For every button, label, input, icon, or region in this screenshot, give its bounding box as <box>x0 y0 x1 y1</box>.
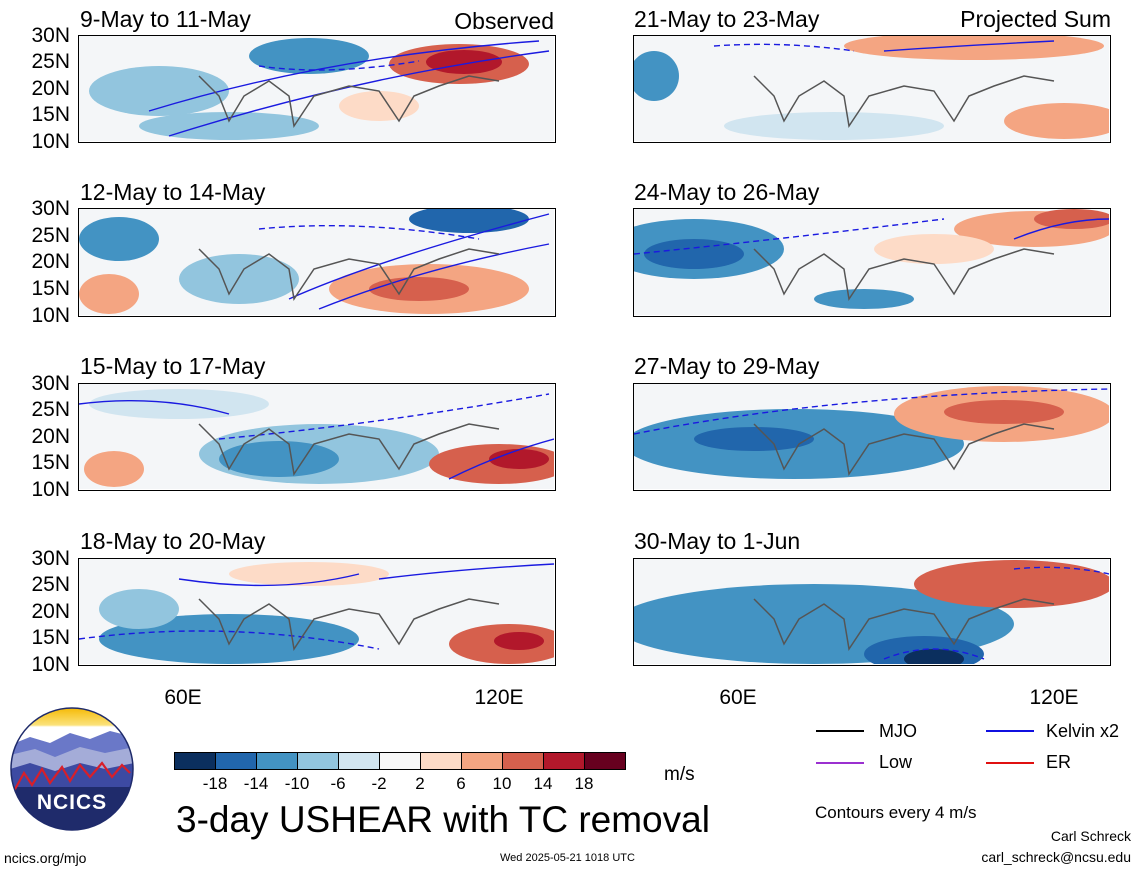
colorbar-tick-label: 18 <box>574 774 594 793</box>
legend-label-low: Low <box>879 752 913 772</box>
footer-timestamp: Wed 2025-05-21 1018 UTC <box>500 852 635 864</box>
lat-label: 15N <box>31 451 70 474</box>
observed-label: Observed <box>454 8 554 34</box>
colorbar-swatch <box>585 753 625 769</box>
colorbar-tick-label: 6 <box>456 774 466 793</box>
colorbar-tick-label: 10 <box>492 774 512 793</box>
colorbar-tick-label: 2 <box>415 774 425 793</box>
projected-sum-label: Projected Sum <box>960 6 1111 32</box>
legend-swatch-mjo <box>816 730 864 732</box>
main-title: 3-day USHEAR with TC removal <box>176 799 710 840</box>
panel-title-2: 12-May to 14-May <box>80 179 266 205</box>
colorbar-tick-label: -18 <box>202 774 228 793</box>
lon-label: 120E <box>1029 686 1079 709</box>
ncics-logo: NCICS <box>10 707 134 831</box>
legend-swatch-er <box>986 762 1034 764</box>
contours-note: Contours every 4 m/s <box>815 803 977 822</box>
colorbar-units: m/s <box>664 764 695 785</box>
panel-title-5: 21-May to 23-May <box>634 6 820 32</box>
colorbar-swatch <box>421 753 462 769</box>
shear-field-6 <box>634 209 1109 315</box>
legend-label-er: ER <box>1046 752 1072 772</box>
colorbar-tick-label: -14 <box>243 774 269 793</box>
colorbar-swatch <box>257 753 298 769</box>
footer-url: ncics.org/mjo <box>4 850 87 866</box>
legend-label-kelvin: Kelvin x2 <box>1046 721 1120 741</box>
lat-label: 25N <box>31 398 70 421</box>
map-panel-5 <box>633 35 1111 143</box>
lat-label: 10N <box>31 478 70 501</box>
shear-field-4 <box>79 559 554 664</box>
map-panel-8 <box>633 558 1111 666</box>
colorbar-swatch <box>544 753 585 769</box>
colorbar <box>174 752 626 770</box>
map-panel-6 <box>633 208 1111 317</box>
colorbar-tick-label: -10 <box>284 774 310 793</box>
logo-text: NCICS <box>36 791 108 814</box>
lon-label: 60E <box>164 686 202 709</box>
lat-label: 25N <box>31 224 70 247</box>
lat-label: 10N <box>31 130 70 153</box>
shear-field-1 <box>79 36 554 141</box>
colorbar-tick-label: 14 <box>533 774 553 793</box>
colorbar-swatch <box>175 753 216 769</box>
shear-field-2 <box>79 209 554 315</box>
lat-label: 15N <box>31 277 70 300</box>
colorbar-tick-label: -6 <box>330 774 346 793</box>
map-panel-1 <box>78 35 556 143</box>
lat-label: 15N <box>31 103 70 126</box>
colorbar-swatch <box>298 753 339 769</box>
lat-label: 30N <box>31 547 70 570</box>
lat-label: 20N <box>31 600 70 623</box>
colorbar-swatch <box>216 753 257 769</box>
footer-email: carl_schreck@ncsu.edu <box>981 849 1131 865</box>
map-panel-2 <box>78 208 556 317</box>
colorbar-swatch <box>503 753 544 769</box>
lat-label: 30N <box>31 197 70 220</box>
colorbar-swatch <box>339 753 380 769</box>
lat-label: 15N <box>31 626 70 649</box>
panel-title-6: 24-May to 26-May <box>634 179 820 205</box>
panel-title-3: 15-May to 17-May <box>80 353 266 379</box>
map-panel-4 <box>78 558 556 666</box>
legend-swatch-low <box>816 762 864 764</box>
lat-label: 10N <box>31 653 70 676</box>
shear-field-8 <box>634 559 1109 664</box>
map-panel-7 <box>633 383 1111 491</box>
colorbar-tick-label: -2 <box>371 774 387 793</box>
legend-swatch-kelvin <box>986 730 1034 732</box>
shear-field-3 <box>79 384 554 489</box>
lat-label: 10N <box>31 304 70 327</box>
panel-title-1: 9-May to 11-May <box>80 6 251 32</box>
lat-label: 20N <box>31 77 70 100</box>
lat-label: 25N <box>31 573 70 596</box>
colorbar-swatch <box>462 753 503 769</box>
lat-label: 30N <box>31 24 70 47</box>
panel-title-7: 27-May to 29-May <box>634 353 820 379</box>
panel-title-4: 18-May to 20-May <box>80 528 266 554</box>
legend-label-mjo: MJO <box>879 721 917 741</box>
lat-label: 25N <box>31 50 70 73</box>
map-panel-3 <box>78 383 556 491</box>
lon-label: 120E <box>474 686 524 709</box>
lat-label: 20N <box>31 425 70 448</box>
lat-label: 20N <box>31 250 70 273</box>
panel-title-8: 30-May to 1-Jun <box>634 528 801 554</box>
lat-label: 30N <box>31 372 70 395</box>
footer-author: Carl Schreck <box>1050 828 1131 844</box>
shear-field-7 <box>634 384 1109 489</box>
colorbar-swatch <box>380 753 421 769</box>
shear-field-5 <box>634 36 1109 141</box>
lon-label: 60E <box>719 686 757 709</box>
